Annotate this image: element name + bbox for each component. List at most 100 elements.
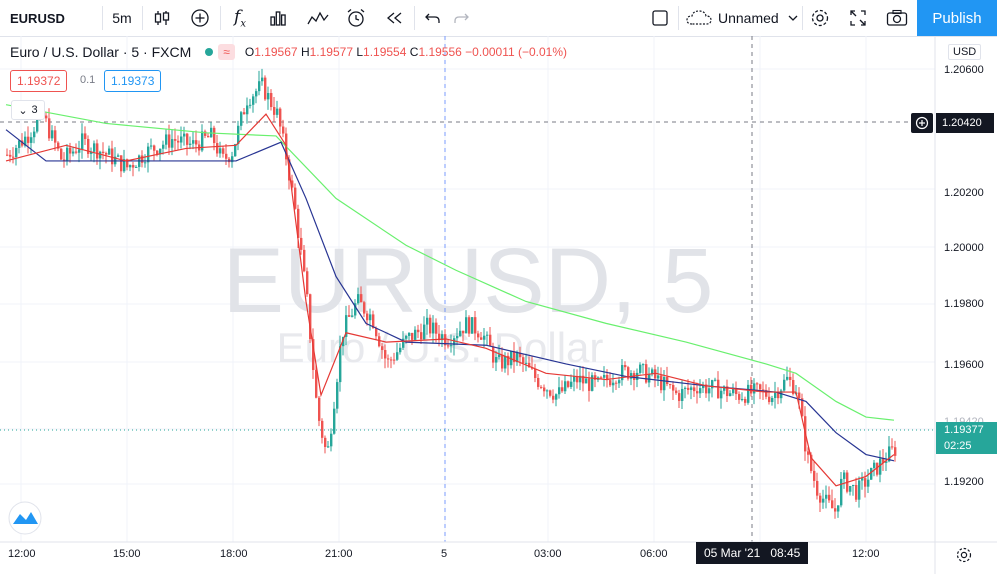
candle-body — [432, 322, 435, 334]
candle-body — [774, 391, 777, 399]
candle-body — [879, 458, 882, 475]
candle-body — [792, 379, 795, 395]
candle-body — [615, 382, 618, 384]
candle-body — [852, 485, 855, 487]
candle-body — [57, 142, 60, 149]
candle-body — [243, 112, 246, 115]
candle-body — [771, 398, 774, 403]
ask-value: 1.19373 — [111, 74, 155, 88]
candle-body — [225, 153, 228, 159]
candle-body — [159, 148, 162, 155]
currency-button[interactable]: USD — [948, 44, 982, 60]
y-tick-label: 1.20000 — [944, 242, 984, 254]
price-chart[interactable]: EURUSD, 5 Euro / U.S. Dollar — [0, 36, 997, 574]
interval-label: 5m — [112, 10, 132, 26]
camera-icon — [886, 9, 908, 26]
candle-body — [801, 398, 804, 417]
bid-value: 1.19372 — [17, 74, 61, 88]
candle-body — [480, 337, 483, 340]
candle-body — [621, 365, 624, 381]
legend-title[interactable]: Euro / U.S. Dollar · 5 · FXCM — [10, 44, 192, 60]
interval-button[interactable]: 5m — [104, 0, 140, 36]
financials-button[interactable] — [260, 0, 296, 36]
candle-body — [357, 294, 360, 304]
y-tick-label: 1.19800 — [944, 298, 984, 310]
last-price-label: 1.19377 02:25 — [936, 422, 997, 454]
indicators-button[interactable]: fx — [222, 0, 258, 36]
candle-body — [834, 508, 837, 512]
fullscreen-button[interactable] — [842, 0, 874, 36]
candle-body — [318, 397, 321, 421]
candle-body — [267, 93, 270, 100]
candle-body — [681, 388, 684, 402]
sell-price-box[interactable]: 1.19372 — [10, 70, 68, 92]
candle-body — [558, 387, 561, 395]
chart-type-button[interactable] — [144, 0, 180, 36]
candle-body — [363, 302, 366, 314]
candle-body — [549, 390, 552, 396]
replay-button[interactable] — [376, 0, 412, 36]
buy-price-box[interactable]: 1.19373 — [104, 70, 162, 92]
candle-body — [429, 317, 432, 334]
symbol-search-button[interactable]: EURUSD — [0, 0, 110, 36]
layout-name-button[interactable]: Unnamed — [682, 0, 802, 36]
candle-body — [456, 336, 459, 339]
chart-settings-button[interactable] — [955, 546, 973, 569]
indicators-toggle[interactable]: ⌄ 3 — [11, 100, 45, 120]
candle-body — [450, 345, 453, 347]
candle-body — [516, 352, 519, 363]
top-toolbar: EURUSD 5m fx Unnamed Pub — [0, 0, 997, 37]
publish-button[interactable]: Publish — [917, 0, 997, 36]
candle-body — [51, 130, 54, 139]
candle-body — [840, 478, 843, 506]
candle-body — [54, 130, 57, 143]
candle-body — [279, 108, 282, 127]
delayed-data-badge[interactable]: ≈ — [218, 44, 235, 60]
candle-body — [132, 165, 135, 168]
candle-body — [702, 384, 705, 389]
candle-body — [642, 364, 645, 366]
candle-body — [156, 150, 159, 155]
redo-button[interactable] — [446, 0, 478, 36]
chart-legend: Euro / U.S. Dollar · 5 · FXCM ≈ O1.19567… — [10, 44, 567, 60]
candle-body — [711, 380, 714, 389]
candle-body — [411, 332, 414, 340]
snapshot-button[interactable] — [880, 0, 914, 36]
plus-circle-icon — [915, 116, 929, 130]
close-key: C — [409, 45, 419, 59]
candle-body — [339, 346, 342, 383]
candle-body — [870, 467, 873, 480]
candle-body — [102, 151, 105, 154]
candle-body — [474, 317, 477, 334]
x-tick-label: 18:00 — [220, 548, 248, 560]
undo-button[interactable] — [416, 0, 448, 36]
candle-body — [714, 379, 717, 381]
add-alert-button[interactable] — [911, 113, 933, 133]
y-tick-label: 1.20600 — [944, 64, 984, 76]
candle-body — [195, 140, 198, 145]
candle-body — [342, 336, 345, 347]
x-tick-label: 12:00 — [8, 548, 36, 560]
alert-button[interactable] — [338, 0, 374, 36]
candle-body — [369, 314, 372, 321]
compare-button[interactable] — [182, 0, 218, 36]
tv-logo-icon — [13, 512, 38, 524]
multi-chart-layout-button[interactable] — [644, 0, 676, 36]
candle-body — [333, 408, 336, 434]
candle-body — [849, 486, 852, 492]
candle-body — [66, 147, 69, 161]
templates-button[interactable] — [298, 0, 338, 36]
candle-body — [522, 357, 525, 364]
candle-body — [603, 374, 606, 378]
candle-body — [453, 338, 456, 346]
candle-body — [171, 139, 174, 148]
candle-body — [786, 376, 789, 380]
candle-body — [303, 249, 306, 272]
candle-body — [696, 391, 699, 394]
candle-body — [699, 388, 702, 394]
candle-body — [240, 112, 243, 126]
settings-button[interactable] — [804, 0, 836, 36]
candle-body — [177, 140, 180, 143]
candle-body — [729, 393, 732, 397]
add-circle-icon — [191, 9, 209, 27]
